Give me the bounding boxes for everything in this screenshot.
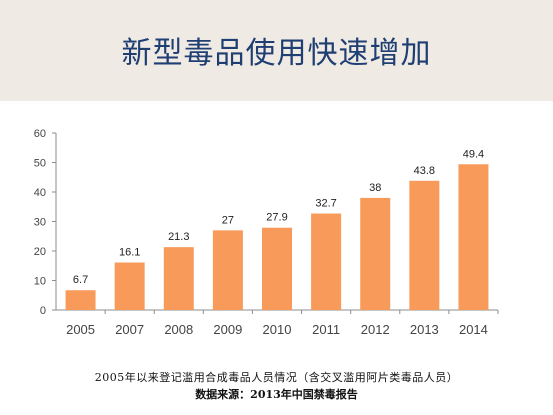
data-label: 32.7	[315, 198, 336, 210]
bar	[114, 262, 145, 310]
bar	[65, 290, 96, 310]
bar	[311, 213, 342, 310]
x-tick-label: 2014	[459, 322, 488, 337]
bar	[409, 180, 440, 310]
bar	[360, 197, 391, 310]
x-tick-label: 2012	[361, 322, 390, 337]
bar-chart: 0 10 20 30 40 50 60 6.7 2005 16.1 2007 21.3 2008 27 20…	[0, 101, 553, 365]
bar	[163, 247, 194, 310]
data-label: 16.1	[119, 247, 140, 259]
title-band	[0, 0, 553, 101]
y-tick-label: 0	[40, 305, 46, 317]
bar	[212, 230, 243, 310]
chart-caption: 2005年以来登记滥用合成毒品人员情况（含交叉滥用阿片类毒品人员）	[94, 371, 459, 384]
y-tick-label: 50	[34, 158, 46, 170]
data-label: 21.3	[168, 231, 189, 243]
data-label: 49.4	[463, 148, 484, 160]
x-tick-label: 2011	[312, 322, 340, 337]
bar	[262, 227, 292, 310]
y-tick-label: 20	[34, 246, 46, 258]
y-tick-label: 40	[34, 187, 46, 199]
data-label: 27.9	[266, 212, 287, 224]
chart-svg: 0 10 20 30 40 50 60 6.7 2005 16.1 2007 21.3 2008 27 20…	[34, 128, 499, 337]
slide-title: 新型毒品使用快速增加	[121, 36, 432, 71]
y-tick-label: 10	[34, 276, 46, 288]
x-tick-label: 2009	[213, 322, 242, 337]
bar	[458, 164, 489, 310]
data-label: 27	[222, 214, 234, 226]
x-tick-label: 2010	[263, 322, 292, 337]
data-source: 数据来源：2013年中国禁毒报告	[195, 388, 358, 401]
x-tick-label: 2007	[115, 322, 144, 337]
y-tick-label: 30	[34, 217, 46, 229]
data-label: 38	[369, 182, 381, 194]
data-label: 43.8	[414, 165, 435, 177]
x-tick-label: 2013	[410, 322, 439, 337]
data-label: 6.7	[73, 274, 88, 286]
x-tick-label: 2005	[66, 322, 95, 337]
y-tick-label: 60	[34, 128, 46, 140]
x-tick-label: 2008	[164, 322, 193, 337]
